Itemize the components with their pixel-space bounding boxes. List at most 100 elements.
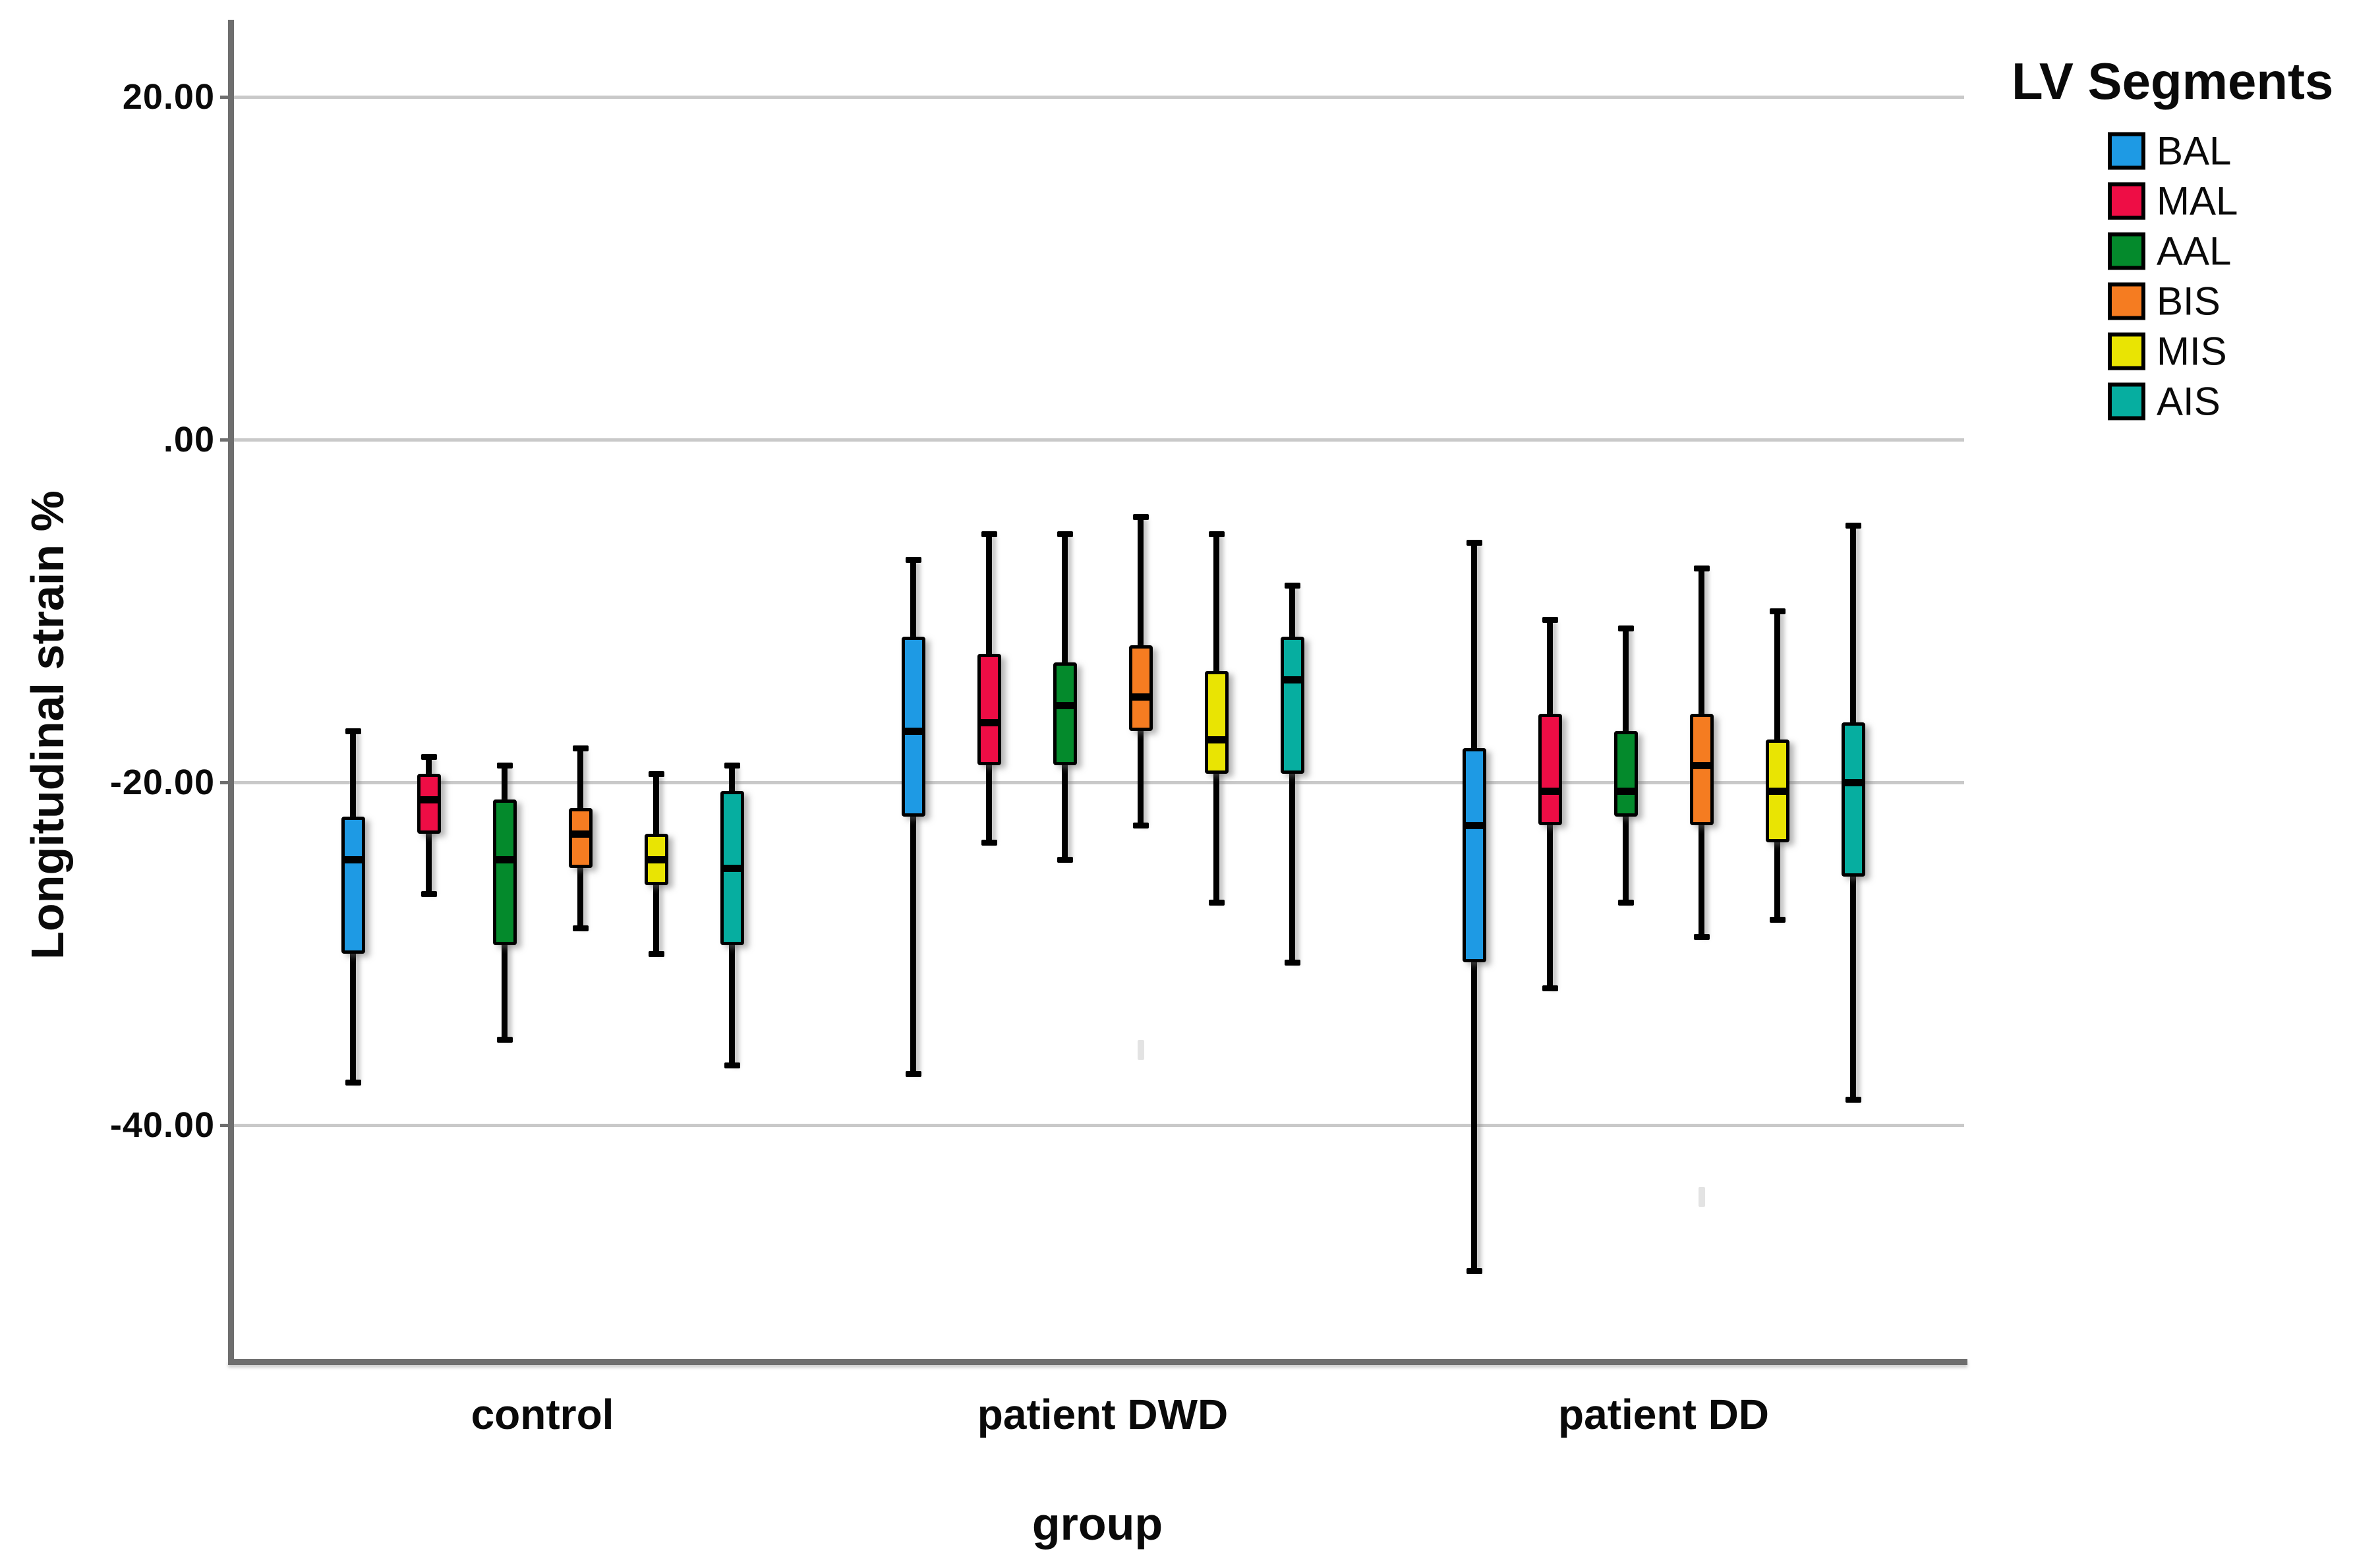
whisker-cap-bottom bbox=[1617, 900, 1634, 906]
whisker-cap-bottom bbox=[1057, 857, 1073, 863]
whisker-cap-top bbox=[1284, 583, 1300, 589]
legend-label: MIS bbox=[2157, 329, 2227, 374]
box-median bbox=[1462, 822, 1486, 829]
box-patient-DWD-MIS bbox=[1204, 671, 1229, 774]
box-median bbox=[341, 856, 365, 863]
whisker-cap-top bbox=[1208, 531, 1225, 537]
box-median bbox=[1765, 788, 1789, 795]
legend-label: MAL bbox=[2157, 179, 2238, 223]
box-whisker bbox=[910, 560, 916, 1074]
box-median bbox=[1613, 788, 1638, 795]
box-median bbox=[1128, 693, 1153, 701]
box-median bbox=[1280, 676, 1304, 683]
box-patient-DWD-MAL bbox=[977, 654, 1001, 765]
whisker-cap-top bbox=[724, 763, 740, 769]
y-axis-line bbox=[228, 20, 234, 1365]
whisker-cap-top bbox=[1466, 540, 1482, 546]
box-patient-DWD-AAL bbox=[1053, 662, 1077, 765]
box-median bbox=[977, 719, 1001, 726]
whisker-cap-bottom bbox=[981, 840, 997, 846]
whisker-cap-bottom bbox=[572, 925, 589, 931]
x-tick-label-patient-DD: patient DD bbox=[1558, 1391, 1769, 1438]
whisker-cap-bottom bbox=[1769, 917, 1786, 923]
y-axis-tick bbox=[220, 781, 231, 784]
whisker-cap-bottom bbox=[345, 1080, 361, 1086]
legend-swatch-icon bbox=[2108, 332, 2145, 370]
legend-swatch-icon bbox=[2108, 282, 2145, 320]
whisker-cap-top bbox=[421, 754, 437, 760]
legend-swatch-icon bbox=[2108, 182, 2145, 220]
gridline--40 bbox=[231, 1124, 1964, 1127]
whisker-cap-bottom bbox=[648, 951, 664, 957]
whisker-cap-top bbox=[1845, 523, 1861, 529]
whisker-cap-top bbox=[496, 763, 513, 769]
box-median bbox=[901, 728, 925, 735]
box-median bbox=[1053, 702, 1077, 709]
whisker-cap-bottom bbox=[496, 1037, 513, 1043]
whisker-cap-top bbox=[1132, 514, 1149, 520]
legend-label: AAL bbox=[2157, 229, 2232, 274]
whisker-cap-bottom bbox=[1693, 934, 1710, 940]
whisker-cap-top bbox=[1769, 608, 1786, 614]
whisker-cap-top bbox=[1617, 625, 1634, 631]
y-axis-tick bbox=[220, 438, 231, 442]
box-patient-DD-BAL bbox=[1462, 748, 1486, 962]
whisker-cap-bottom bbox=[1466, 1268, 1482, 1274]
y-tick-label: -40.00 bbox=[109, 1105, 215, 1145]
legend-title: LV Segments bbox=[2012, 52, 2334, 110]
box-median bbox=[644, 856, 668, 863]
whisker-cap-top bbox=[1693, 566, 1710, 571]
box-median bbox=[1841, 779, 1865, 786]
whisker-cap-bottom bbox=[724, 1062, 740, 1068]
box-median bbox=[1204, 736, 1229, 743]
outlier-mark bbox=[1698, 1187, 1705, 1207]
legend-label: BIS bbox=[2157, 279, 2221, 324]
y-tick-label: .00 bbox=[163, 420, 215, 459]
x-axis-title: group bbox=[1031, 1498, 1163, 1550]
box-median bbox=[1538, 788, 1562, 795]
box-patient-DD-AIS bbox=[1841, 722, 1865, 877]
box-whisker bbox=[1289, 585, 1295, 962]
x-tick-label-control: control bbox=[471, 1391, 614, 1438]
box-patient-DWD-BAL bbox=[901, 637, 925, 817]
box-median bbox=[1689, 762, 1714, 769]
x-axis-line bbox=[228, 1359, 1967, 1365]
whisker-cap-bottom bbox=[421, 891, 437, 897]
x-tick-label-patient-DWD: patient DWD bbox=[977, 1391, 1229, 1438]
box-control-BIS bbox=[568, 808, 593, 868]
y-tick-label: -20.00 bbox=[109, 763, 215, 802]
whisker-cap-bottom bbox=[1845, 1097, 1861, 1103]
legend-swatch-icon bbox=[2108, 132, 2145, 170]
whisker-cap-bottom bbox=[1132, 823, 1149, 828]
whisker-cap-top bbox=[648, 771, 664, 777]
box-control-BAL bbox=[341, 817, 365, 954]
legend-swatch-icon bbox=[2108, 382, 2145, 421]
y-tick-label: 20.00 bbox=[122, 77, 215, 117]
box-patient-DWD-BIS bbox=[1128, 645, 1153, 731]
whisker-cap-bottom bbox=[1284, 960, 1300, 966]
box-patient-DWD-AIS bbox=[1280, 637, 1304, 774]
box-patient-DD-BIS bbox=[1689, 714, 1714, 825]
box-median bbox=[568, 830, 593, 838]
gridline-20 bbox=[231, 96, 1964, 99]
box-control-AAL bbox=[492, 799, 517, 945]
whisker-cap-bottom bbox=[905, 1071, 921, 1077]
legend-swatch-icon bbox=[2108, 232, 2145, 270]
whisker-cap-top bbox=[1542, 617, 1558, 623]
box-control-MAL bbox=[417, 774, 441, 834]
whisker-cap-top bbox=[981, 531, 997, 537]
box-patient-DD-AAL bbox=[1613, 731, 1638, 817]
whisker-cap-top bbox=[572, 745, 589, 751]
whisker-cap-top bbox=[905, 557, 921, 563]
whisker-cap-top bbox=[1057, 531, 1073, 537]
legend-label: AIS bbox=[2157, 379, 2221, 424]
y-axis-tick bbox=[220, 1124, 231, 1127]
gridline--20 bbox=[231, 781, 1964, 784]
legend-label: BAL bbox=[2157, 129, 2232, 173]
box-median bbox=[492, 856, 517, 863]
outlier-mark bbox=[1137, 1039, 1144, 1060]
box-median bbox=[417, 796, 441, 803]
gridline-0 bbox=[231, 438, 1964, 442]
box-patient-DD-MAL bbox=[1538, 714, 1562, 825]
